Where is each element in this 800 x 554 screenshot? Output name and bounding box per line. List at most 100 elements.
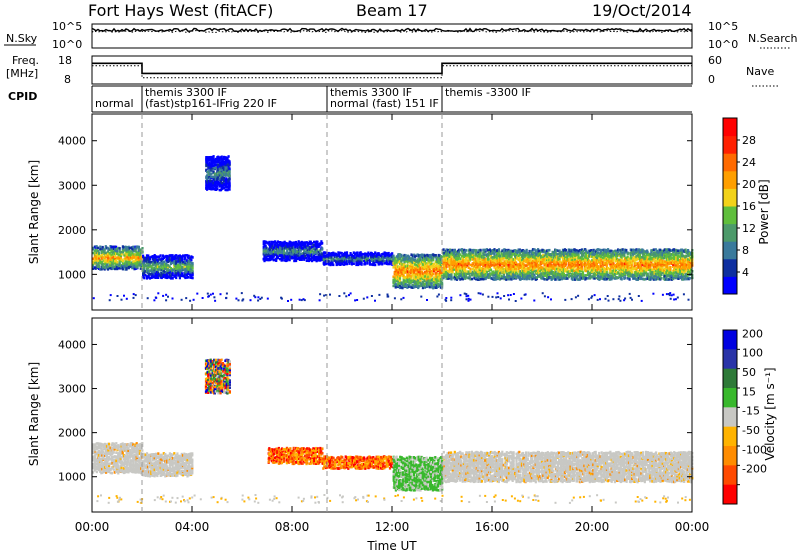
power-cell <box>623 268 627 272</box>
power-cell <box>484 274 487 277</box>
power-cell <box>461 277 464 281</box>
power-cell <box>605 261 608 265</box>
power-cell <box>540 276 543 280</box>
power-cell <box>120 265 123 269</box>
power-cell <box>430 264 433 267</box>
power-cell <box>581 257 585 261</box>
power-cell <box>482 253 485 256</box>
power-cell <box>611 260 614 264</box>
power-cell <box>101 256 104 259</box>
power-cell <box>507 248 510 252</box>
power-cell <box>112 247 115 251</box>
power-cell <box>147 256 150 260</box>
power-cell <box>162 256 165 260</box>
power-cell <box>648 275 651 278</box>
cpid-lower-text: normal <box>95 97 134 110</box>
power-cell <box>501 268 504 271</box>
power-cell <box>569 252 572 256</box>
power-cell <box>327 260 330 263</box>
noise-right-label: N.Search <box>748 32 798 45</box>
power-cell <box>480 262 484 265</box>
power-cell <box>644 271 647 275</box>
power-cell <box>573 248 577 252</box>
power-cell <box>137 247 140 250</box>
power-cell <box>164 273 167 277</box>
power-cell <box>642 273 645 276</box>
power-cell <box>311 249 314 252</box>
power-cell <box>608 251 611 255</box>
power-cell <box>321 247 324 250</box>
power-cell <box>571 272 574 276</box>
power-cell <box>628 274 631 278</box>
power-cell <box>403 281 406 284</box>
power-cell <box>212 170 215 174</box>
power-cell <box>644 277 647 281</box>
power-cell <box>219 171 222 175</box>
power-cell <box>315 252 318 255</box>
power-cell <box>133 260 136 263</box>
power-cell <box>402 268 405 272</box>
power-cell <box>395 277 398 280</box>
power-cell <box>516 272 519 276</box>
power-cell <box>550 268 553 272</box>
power-cell <box>148 264 152 267</box>
power-cell <box>333 254 336 257</box>
power-cell <box>540 274 543 277</box>
power-cell <box>150 260 153 264</box>
power-cell <box>484 277 487 281</box>
power-cell <box>170 270 173 274</box>
power-cell <box>557 258 560 261</box>
power-cell <box>623 270 626 274</box>
power-cell <box>142 275 145 279</box>
power-cell <box>395 269 398 272</box>
power-cell <box>184 273 187 276</box>
power-cell <box>299 249 302 252</box>
power-cell <box>164 267 167 271</box>
power-cell <box>461 271 464 275</box>
power-cell <box>402 258 405 261</box>
power-cell <box>151 263 154 267</box>
power-cell <box>433 265 436 269</box>
power-cell <box>519 272 522 275</box>
power-cell <box>535 276 538 279</box>
power-cell <box>475 274 478 278</box>
power-cell <box>397 271 400 275</box>
power-cell <box>433 254 436 257</box>
power-cell <box>588 262 591 265</box>
power-cell <box>295 251 298 255</box>
power-cell <box>471 253 474 257</box>
power-cell <box>573 256 577 259</box>
power-cell <box>404 265 407 268</box>
power-cell <box>519 257 522 260</box>
power-cell <box>217 165 220 169</box>
frequency-left-tick-bottom: 8 <box>64 73 71 86</box>
power-cell <box>649 264 652 267</box>
power-cell <box>588 255 591 258</box>
power-cell <box>437 253 440 257</box>
power-cell <box>418 259 421 263</box>
power-cell <box>618 252 621 256</box>
power-cell <box>339 251 342 255</box>
power-cell <box>610 276 613 279</box>
power-cell <box>228 168 231 172</box>
power-cell <box>453 272 456 276</box>
power-cell <box>121 245 124 248</box>
power-cell <box>577 273 580 277</box>
power-cell <box>595 251 598 255</box>
power-cell <box>441 255 444 259</box>
power-cell <box>327 251 330 255</box>
power-cell <box>168 259 171 263</box>
power-cell <box>295 259 298 263</box>
power-cell <box>537 263 540 267</box>
power-cell <box>112 257 115 261</box>
power-cell <box>540 255 543 258</box>
power-cell <box>475 266 478 269</box>
power-cell <box>554 260 557 263</box>
power-cell <box>450 275 453 279</box>
power-cell <box>404 279 407 282</box>
power-cell <box>413 275 417 278</box>
power-cell <box>600 248 603 252</box>
power-cell <box>160 257 163 260</box>
power-cell <box>349 252 352 255</box>
power-cell <box>489 268 493 272</box>
